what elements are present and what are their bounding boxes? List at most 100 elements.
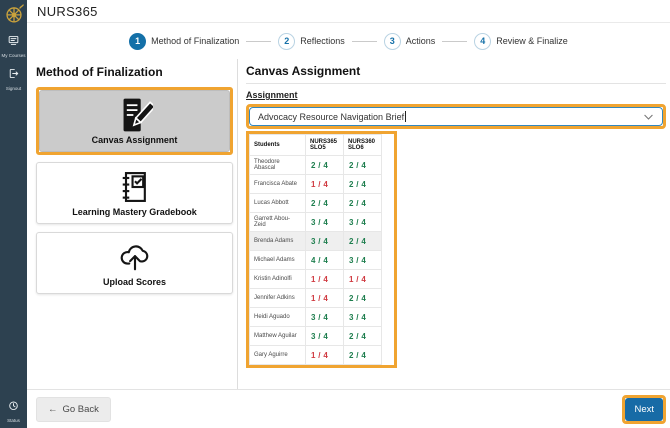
scores-table-body: Theodore Abascal 2 / 4 2 / 4 Francisca A… — [249, 155, 382, 365]
slo6-score: 2 / 4 — [343, 326, 382, 346]
step-4-review-finalize[interactable]: 4 Review & Finalize — [474, 32, 568, 50]
table-row[interactable]: Francisca Abate 1 / 4 2 / 4 — [249, 174, 382, 194]
sidebar-item-label: Signout — [5, 86, 22, 91]
table-row[interactable]: Theodore Abascal 2 / 4 2 / 4 — [249, 155, 382, 175]
table-header-row: Students NURS365 SLO5 NURS360 SLO6 — [249, 134, 382, 156]
monitor-icon — [7, 34, 20, 52]
step-number-badge: 1 — [129, 32, 147, 50]
slo6-score: 1 / 4 — [343, 269, 382, 289]
student-name: Brenda Adams — [249, 231, 306, 251]
assignment-select[interactable]: Advocacy Resource Navigation Brief — [249, 107, 663, 126]
slo5-score: 1 / 4 — [305, 174, 344, 194]
table-row[interactable]: Garrett Abou-Zeid 3 / 4 3 / 4 — [249, 212, 382, 232]
student-name: Jennifer Adkins — [249, 288, 306, 308]
annotation-box-canvas-assignment: Canvas Assignment — [36, 87, 233, 155]
go-back-label: Go Back — [62, 403, 99, 415]
assignment-pencil-icon — [117, 97, 153, 133]
assignment-panel-title: Canvas Assignment — [246, 64, 666, 84]
table-row[interactable]: Kristin Adinolfi 1 / 4 1 / 4 — [249, 269, 382, 289]
sidebar-item-signout[interactable]: Signout — [6, 67, 21, 91]
sidebar-item-label: My Courses — [1, 53, 26, 58]
annotation-box-assignment-dropdown: Advocacy Resource Navigation Brief — [246, 104, 666, 129]
table-row[interactable]: Michael Adams 4 / 4 3 / 4 — [249, 250, 382, 270]
table-row[interactable]: Heidi Aguado 3 / 4 3 / 4 — [249, 307, 382, 327]
step-label: Actions — [405, 36, 436, 46]
status-clock-icon — [7, 399, 20, 417]
method-panel: Method of Finalization — [27, 59, 237, 389]
global-nav-sidebar: My Courses Signout Status — [0, 0, 27, 428]
annotation-box-scores-table: Students NURS365 SLO5 NURS360 SLO6 Theod… — [246, 131, 397, 368]
student-name: Matthew Aguilar — [249, 326, 306, 346]
gradebook-check-icon — [117, 169, 153, 205]
sidebar-item-my-courses[interactable]: My Courses — [1, 34, 26, 58]
table-row[interactable]: Brenda Adams 3 / 4 2 / 4 — [249, 231, 382, 251]
student-name: Gary Aguirre — [249, 345, 306, 365]
gold-wheel-logo-icon — [5, 4, 24, 23]
scores-table: Students NURS365 SLO5 NURS360 SLO6 Theod… — [249, 134, 382, 365]
main-area: NURS365 1 Method of Finalization 2 Refle… — [27, 0, 670, 428]
slo6-score: 2 / 4 — [343, 288, 382, 308]
method-card-label: Canvas Assignment — [91, 135, 178, 145]
assignment-field-label: Assignment — [246, 90, 298, 100]
text-cursor — [405, 111, 407, 122]
student-name: Francisca Abate — [249, 174, 306, 194]
step-connector — [246, 40, 272, 42]
table-row[interactable]: Lucas Abbott 2 / 4 2 / 4 — [249, 193, 382, 213]
step-label: Review & Finalize — [496, 36, 568, 46]
student-name: Kristin Adinolfi — [249, 269, 306, 289]
step-3-actions[interactable]: 3 Actions — [383, 32, 436, 50]
slo5-score: 2 / 4 — [305, 193, 344, 213]
slo6-score: 2 / 4 — [343, 345, 382, 365]
assignment-panel: Canvas Assignment Assignment Advocacy Re… — [237, 59, 670, 389]
sidebar-item-status[interactable]: Status — [7, 399, 20, 423]
school-logo[interactable] — [3, 3, 25, 25]
method-card-label: Upload Scores — [102, 277, 167, 287]
chevron-down-icon — [643, 113, 654, 121]
slo6-score: 3 / 4 — [343, 250, 382, 270]
slo6-score: 3 / 4 — [343, 212, 382, 232]
slo5-score: 2 / 4 — [305, 155, 344, 175]
student-name: Heidi Aguado — [249, 307, 306, 327]
page-title: NURS365 — [37, 3, 98, 19]
method-panel-title: Method of Finalization — [36, 65, 163, 79]
method-card-label: Learning Mastery Gradebook — [72, 207, 197, 217]
step-connector — [351, 40, 377, 42]
annotation-box-next-button: Next — [622, 394, 666, 424]
wizard-footer: ← Go Back Next — [27, 389, 670, 428]
student-name: Michael Adams — [249, 250, 306, 270]
back-arrow-icon: ← — [48, 403, 58, 415]
column-header-students[interactable]: Students — [249, 134, 306, 156]
sidebar-item-label: Status — [7, 418, 20, 423]
step-label: Reflections — [300, 36, 345, 46]
slo5-score: 3 / 4 — [305, 231, 344, 251]
table-row[interactable]: Gary Aguirre 1 / 4 2 / 4 — [249, 345, 382, 365]
method-card-learning-mastery-gradebook[interactable]: Learning Mastery Gradebook — [36, 162, 233, 224]
step-1-method-of-finalization[interactable]: 1 Method of Finalization — [129, 32, 240, 50]
step-number-badge: 4 — [474, 32, 492, 50]
student-name: Theodore Abascal — [249, 155, 306, 175]
slo6-score: 2 / 4 — [343, 155, 382, 175]
column-header-nurs360-slo6[interactable]: NURS360 SLO6 — [343, 134, 382, 156]
content-area: Method of Finalization — [27, 59, 670, 389]
table-row[interactable]: Jennifer Adkins 1 / 4 2 / 4 — [249, 288, 382, 308]
app-header: NURS365 — [27, 0, 670, 23]
method-card-canvas-assignment[interactable]: Canvas Assignment — [39, 90, 230, 152]
table-row[interactable]: Matthew Aguilar 3 / 4 2 / 4 — [249, 326, 382, 346]
slo5-score: 3 / 4 — [305, 307, 344, 327]
step-2-reflections[interactable]: 2 Reflections — [278, 32, 345, 50]
student-name: Lucas Abbott — [249, 193, 306, 213]
step-label: Method of Finalization — [151, 36, 240, 46]
student-name: Garrett Abou-Zeid — [249, 212, 306, 232]
next-button[interactable]: Next — [625, 397, 663, 421]
signout-icon — [7, 67, 20, 85]
cloud-upload-icon — [117, 239, 153, 275]
slo5-score: 3 / 4 — [305, 326, 344, 346]
column-header-nurs365-slo5[interactable]: NURS365 SLO5 — [305, 134, 344, 156]
step-number-badge: 2 — [278, 32, 296, 50]
slo5-score: 1 / 4 — [305, 288, 344, 308]
slo6-score: 2 / 4 — [343, 231, 382, 251]
slo6-score: 2 / 4 — [343, 174, 382, 194]
go-back-button[interactable]: ← Go Back — [36, 396, 111, 422]
method-card-upload-scores[interactable]: Upload Scores — [36, 232, 233, 294]
